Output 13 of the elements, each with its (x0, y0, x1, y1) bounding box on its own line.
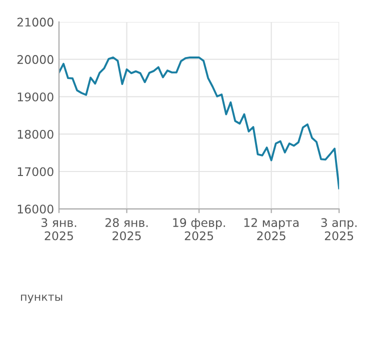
x-tick-label: 12 марта 2025 (244, 218, 299, 240)
y-tick-label: 16000 (18, 204, 54, 214)
x-tick-label: 3 янв. 2025 (41, 218, 76, 240)
y-tick-label: 21000 (17, 18, 54, 27)
line-series (58, 56, 340, 190)
y-tick-label: 19000 (18, 92, 54, 102)
y-tick-label: 18000 (18, 130, 54, 139)
text: пункты (21, 294, 62, 304)
y-tick-label: 20000 (17, 55, 54, 64)
x-tick-label: 28 янв. 2025 (105, 218, 148, 240)
y-tick-label: 17000 (18, 167, 54, 176)
x-tick-label: 3 апр. 2025 (321, 218, 357, 240)
x-tick-label: 19 февр. 2025 (173, 218, 225, 240)
